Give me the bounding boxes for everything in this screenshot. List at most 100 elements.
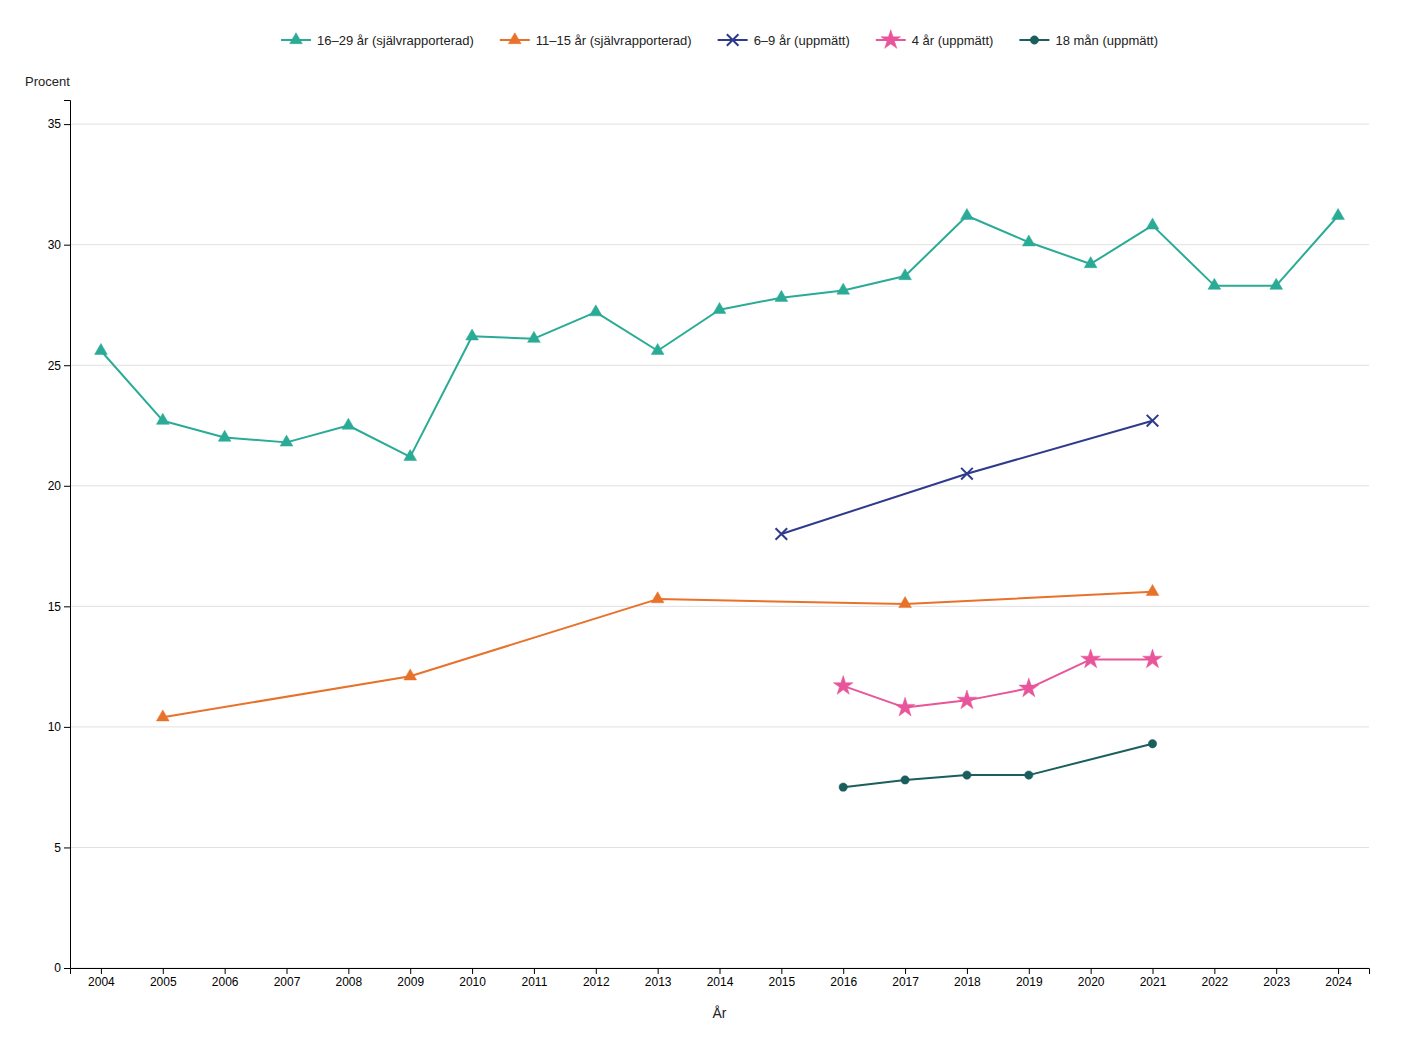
y-tick-label: 10 — [48, 720, 62, 734]
x-tick: 2020 — [1078, 968, 1105, 989]
x-tick-label: 2020 — [1078, 975, 1105, 989]
marker — [1081, 649, 1101, 668]
series — [833, 649, 1162, 716]
marker — [837, 283, 850, 294]
x-tick-mark — [843, 968, 844, 974]
x-tick-label: 2008 — [336, 975, 363, 989]
x-tick: 2005 — [150, 968, 177, 989]
x-tick-mark — [781, 968, 782, 974]
legend-label: 11–15 år (självrapporterad) — [536, 33, 692, 48]
y-tick-label: 15 — [48, 600, 62, 614]
x-tick: 2006 — [212, 968, 239, 989]
marker — [895, 697, 915, 716]
x-tick-label: 2014 — [707, 975, 734, 989]
marker — [218, 430, 231, 441]
y-tick: 25 — [48, 359, 70, 373]
marker — [833, 676, 853, 695]
x-tick-mark — [1276, 968, 1277, 974]
y-axis: 05101520253035 — [48, 101, 71, 976]
marker — [713, 302, 726, 313]
series — [776, 415, 1159, 540]
marker — [651, 592, 664, 603]
x-tick-label: 2019 — [1016, 975, 1043, 989]
marker — [899, 597, 912, 608]
y-tick-mark — [64, 606, 70, 607]
x-tick-label: 2010 — [459, 975, 486, 989]
marker — [1019, 678, 1039, 697]
marker — [1022, 235, 1035, 246]
x-tick-label: 2015 — [769, 975, 796, 989]
marker — [95, 343, 108, 354]
marker — [1146, 585, 1159, 596]
marker — [1025, 771, 1033, 779]
grid-line — [70, 847, 1369, 848]
x-tick-label: 2004 — [88, 975, 115, 989]
marker — [280, 435, 293, 446]
line — [101, 216, 1338, 457]
y-tick: 5 — [54, 841, 70, 855]
y-tick-mark — [64, 124, 70, 125]
y-tick-mark — [64, 365, 70, 366]
x-tick-mark — [658, 968, 659, 974]
marker — [776, 528, 788, 540]
marker — [957, 690, 977, 709]
marker — [156, 710, 169, 721]
marker — [1147, 415, 1159, 427]
x-tick-label: 2021 — [1140, 975, 1167, 989]
marker — [901, 776, 909, 784]
x-tick-mark — [225, 968, 226, 974]
marker — [961, 208, 974, 219]
line — [843, 744, 1152, 787]
x-tick-mark — [410, 968, 411, 974]
x-tick: 2022 — [1202, 968, 1229, 989]
x-tick-label: 2022 — [1202, 975, 1229, 989]
grid-line — [70, 244, 1369, 245]
x-tick-label: 2011 — [522, 975, 548, 989]
marker — [839, 783, 847, 791]
x-tick-label: 2018 — [954, 975, 981, 989]
x-tick-label: 2023 — [1263, 975, 1290, 989]
x-tick-label: 2016 — [830, 975, 857, 989]
x-tick-label: 2006 — [212, 975, 239, 989]
legend-entry: 16–29 år (självrapporterad) — [281, 33, 474, 48]
line — [843, 659, 1152, 707]
legend-label: 4 år (uppmätt) — [912, 33, 994, 48]
x-tick-label: 2017 — [892, 975, 919, 989]
x-tick-mark — [596, 968, 597, 974]
plot: 2004200520062007200820092010201120122013… — [48, 101, 1370, 989]
marker — [651, 343, 664, 354]
legend-marker — [508, 33, 521, 44]
marker — [404, 669, 417, 680]
y-tick: 30 — [48, 238, 70, 252]
marker — [1332, 208, 1345, 219]
x-tick: 2004 — [88, 968, 115, 989]
legend-entry: 4 år (uppmätt) — [876, 30, 994, 49]
y-tick: 0 — [54, 961, 70, 975]
x-axis-title: År — [713, 1005, 727, 1021]
x-axis: 2004200520062007200820092010201120122013… — [71, 968, 1370, 989]
legend-label: 6–9 år (uppmätt) — [754, 33, 850, 48]
x-tick: 2015 — [769, 968, 796, 989]
marker — [1148, 740, 1156, 748]
x-tick-mark — [720, 968, 721, 974]
y-axis-line — [64, 101, 71, 969]
x-tick: 2016 — [830, 968, 857, 989]
legend-marker — [727, 34, 739, 46]
marker — [963, 771, 971, 779]
marker — [156, 413, 169, 424]
x-tick-mark — [348, 968, 349, 974]
legend-entry: 11–15 år (självrapporterad) — [500, 33, 692, 48]
x-tick: 2013 — [645, 968, 672, 989]
marks — [95, 208, 1345, 791]
legend-entry: 18 mån (uppmätt) — [1019, 33, 1158, 48]
x-tick-mark — [472, 968, 473, 974]
marker — [1146, 218, 1159, 229]
y-tick-mark — [64, 245, 70, 246]
x-tick: 2023 — [1263, 968, 1290, 989]
x-tick-mark — [905, 968, 906, 974]
y-tick: 10 — [48, 720, 70, 734]
y-tick-label: 30 — [48, 238, 62, 252]
legend-label: 16–29 år (självrapporterad) — [317, 33, 474, 48]
marker — [1270, 278, 1283, 289]
y-grid — [70, 124, 1369, 968]
